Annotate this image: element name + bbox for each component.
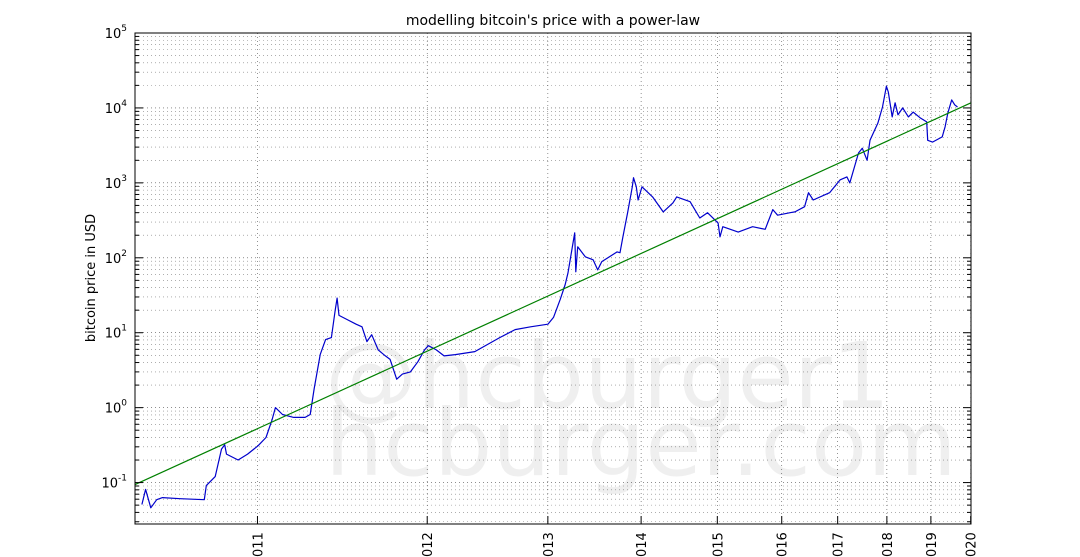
y-tick-label: 103 (105, 174, 127, 192)
y-tick-base: 10 (105, 402, 122, 417)
y-tick-base: 10 (105, 327, 122, 342)
x-tick-label: 016 (776, 532, 791, 557)
y-tick-exponent: 2 (121, 249, 127, 259)
y-tick-exponent: -1 (118, 474, 127, 484)
chart-title: modelling bitcoin's price with a power-l… (406, 13, 700, 29)
x-tick-label: 015 (711, 532, 726, 557)
series-layer (134, 85, 972, 509)
y-tick-base: 10 (105, 177, 122, 192)
y-tick-base: 10 (105, 102, 122, 117)
x-tick-label: 011 (251, 532, 266, 557)
watermark-site: hcburger.com (325, 390, 957, 497)
y-tick-label: 10-1 (101, 474, 127, 492)
x-tick-label: 017 (832, 532, 847, 557)
x-tick-label: 020 (965, 532, 980, 557)
y-tick-exponent: 0 (121, 399, 127, 409)
x-tick-label: 013 (542, 532, 557, 557)
price-line (141, 85, 958, 509)
x-tick-label: 012 (421, 532, 436, 557)
y-tick-exponent: 3 (121, 174, 127, 184)
y-tick-exponent: 4 (121, 99, 127, 109)
grid (135, 33, 971, 524)
y-tick-base: 10 (105, 252, 122, 267)
y-tick-exponent: 1 (121, 324, 127, 334)
y-tick-exponent: 5 (121, 24, 127, 34)
y-tick-label: 102 (105, 249, 127, 267)
y-tick-label: 105 (105, 24, 127, 42)
x-tick-label: 014 (635, 532, 650, 557)
y-tick-base: 10 (105, 27, 122, 42)
x-tick-label: 019 (925, 532, 940, 557)
power-law-fit-line (134, 102, 972, 486)
y-tick-label: 101 (105, 324, 127, 342)
plot-frame (134, 32, 972, 525)
x-tick-label: 018 (881, 532, 896, 557)
y-tick-base: 10 (101, 477, 118, 492)
y-tick-label: 104 (105, 99, 128, 117)
watermark-handle: @hcburger1 (325, 323, 890, 430)
y-axis-label: bitcoin price in USD (84, 214, 99, 342)
y-tick-label: 100 (105, 399, 128, 417)
